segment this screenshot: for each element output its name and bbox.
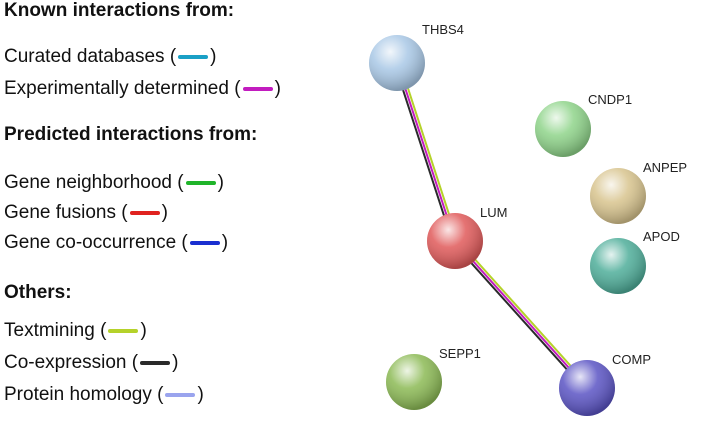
legend-label: Gene co-occurrence: [4, 232, 177, 253]
known-interactions-heading: Known interactions from:: [4, 0, 235, 21]
node-highlight: [369, 35, 425, 91]
node-sepp1[interactable]: SEPP1: [386, 346, 481, 410]
co-expression-swatch: [140, 361, 171, 365]
gene-co-occurrence-swatch: [189, 241, 220, 245]
protein-homology-swatch: [165, 393, 196, 397]
legend-item-protein-homology: Protein homology (): [4, 384, 204, 405]
node-highlight: [427, 213, 483, 269]
edge-thbs4-lum-co-expression[interactable]: [393, 63, 454, 243]
curated-databases-swatch: [178, 55, 209, 59]
node-thbs4[interactable]: THBS4: [369, 22, 464, 91]
legend-item-textmining: Textmining (): [4, 320, 147, 341]
legend-item-gene-fusions: Gene fusions (): [4, 202, 168, 223]
node-apod[interactable]: APOD: [590, 229, 680, 294]
legend-label: Textmining: [4, 320, 95, 341]
gene-fusions-swatch: [129, 211, 160, 215]
node-label-sepp1: SEPP1: [439, 346, 481, 361]
node-label-anpep: ANPEP: [643, 160, 687, 175]
legend-label: Curated databases: [4, 46, 165, 67]
legend-item-gene-co-occurrence: Gene co-occurrence (): [4, 232, 229, 253]
textmining-swatch: [108, 329, 139, 333]
edge-thbs4-lum-textmining[interactable]: [398, 61, 459, 241]
edge-lum-comp-co-expression[interactable]: [452, 242, 586, 391]
node-cndp1[interactable]: CNDP1: [535, 92, 632, 157]
experimentally-determined-swatch: [242, 87, 273, 91]
edge-lum-comp-textmining[interactable]: [456, 238, 590, 387]
node-label-thbs4: THBS4: [422, 22, 464, 37]
legend-item-curated-databases: Curated databases (): [4, 46, 217, 67]
legend-label: Experimentally determined: [4, 78, 229, 99]
edge-lum-comp-experimentally-determined[interactable]: [454, 240, 588, 389]
gene-neighborhood-swatch: [185, 181, 216, 185]
legend-item-experimentally-determined: Experimentally determined (): [4, 78, 281, 99]
edge-thbs4-lum-experimentally-determined[interactable]: [396, 62, 456, 242]
node-highlight: [590, 168, 646, 224]
legend-item-gene-neighborhood: Gene neighborhood (): [4, 172, 224, 193]
legend-label: Gene neighborhood: [4, 172, 172, 193]
node-anpep[interactable]: ANPEP: [590, 160, 687, 224]
legend-label: Protein homology: [4, 384, 152, 405]
node-lum[interactable]: LUM: [427, 205, 507, 269]
legend-label: Gene fusions: [4, 202, 116, 223]
predicted-interactions-heading: Predicted interactions from:: [4, 124, 258, 145]
node-highlight: [386, 354, 442, 410]
node-label-lum: LUM: [480, 205, 507, 220]
legend-label: Co-expression: [4, 352, 127, 373]
legend-item-co-expression: Co-expression (): [4, 352, 179, 373]
node-label-apod: APOD: [643, 229, 680, 244]
node-highlight: [535, 101, 591, 157]
node-label-comp: COMP: [612, 352, 651, 367]
node-highlight: [590, 238, 646, 294]
node-highlight: [559, 360, 615, 416]
others-heading: Others:: [4, 282, 72, 303]
node-comp[interactable]: COMP: [559, 352, 651, 416]
node-label-cndp1: CNDP1: [588, 92, 632, 107]
